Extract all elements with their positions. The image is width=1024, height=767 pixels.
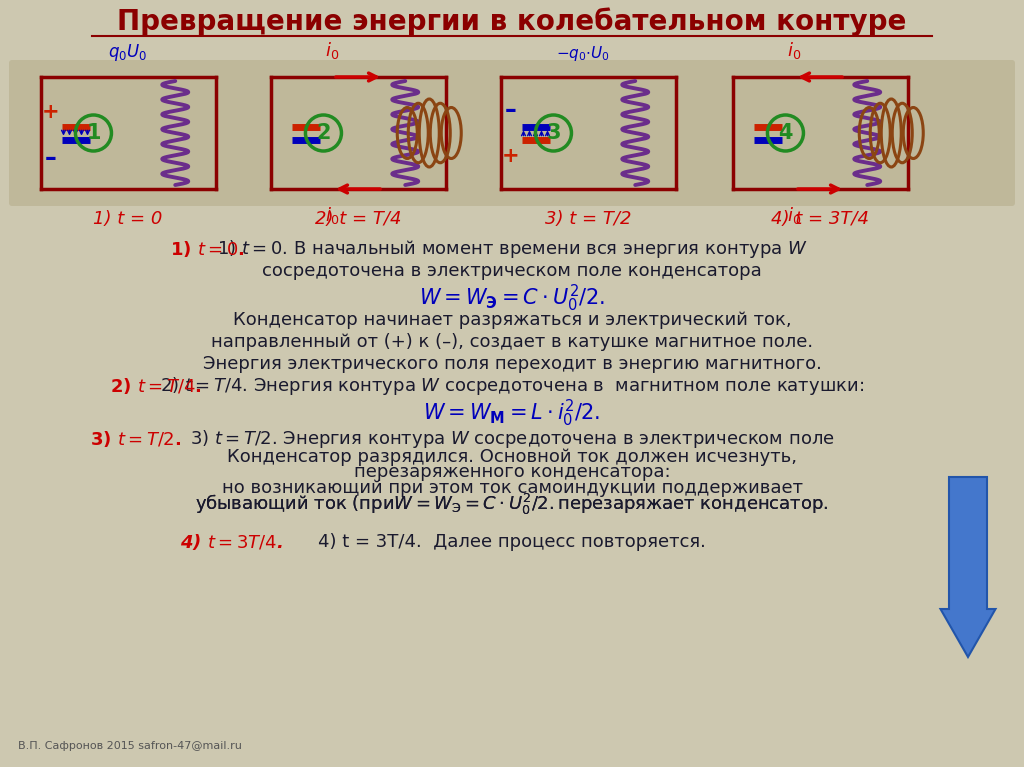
Text: Превращение энергии в колебательном контуре: Превращение энергии в колебательном конт… — [118, 8, 906, 36]
Text: –: – — [45, 146, 56, 170]
Text: Энергия электрического поля переходит в энергию магнитного.: Энергия электрического поля переходит в … — [203, 355, 821, 373]
Text: направленный от (+) к (–), создает в катушке магнитное поле.: направленный от (+) к (–), создает в кат… — [211, 333, 813, 351]
Text: 1: 1 — [86, 123, 100, 143]
Text: перезаряженного конденсатора:: перезаряженного конденсатора: — [353, 463, 671, 481]
Text: убывающий ток (при$W = W_\mathregular{Э} = C \cdot U_0^2 / 2.$перезаряжает конде: убывающий ток (при$W = W_\mathregular{Э}… — [196, 492, 828, 516]
Text: 2) t = T/4: 2) t = T/4 — [314, 210, 401, 228]
Text: $i_0$: $i_0$ — [325, 205, 339, 226]
Text: 1) $t = 0$. В начальный момент времени вся энергия контура $W$: 1) $t = 0$. В начальный момент времени в… — [217, 238, 807, 260]
Text: 2) $t = T/4$.: 2) $t = T/4$. — [110, 376, 202, 396]
Text: 4) $t = 3T/4$.: 4) $t = 3T/4$. — [180, 532, 283, 552]
Text: 3) t = T/2: 3) t = T/2 — [545, 210, 631, 228]
Text: 3: 3 — [546, 123, 561, 143]
Text: но возникающий при этом ток самоиндукции поддерживает: но возникающий при этом ток самоиндукции… — [221, 479, 803, 497]
Text: 4: 4 — [778, 123, 793, 143]
FancyBboxPatch shape — [9, 60, 1015, 206]
Text: $q_0U_0$: $q_0U_0$ — [109, 42, 147, 63]
Text: 1) t = 0: 1) t = 0 — [93, 210, 163, 228]
Text: Конденсатор разрядился. Основной ток должен исчезнуть,: Конденсатор разрядился. Основной ток дол… — [227, 448, 797, 466]
Text: 3) $t = T/2$.: 3) $t = T/2$. — [90, 429, 181, 449]
Text: 4) t = 3T/4.  Далее процесс повторяется.: 4) t = 3T/4. Далее процесс повторяется. — [318, 533, 706, 551]
Text: 2) $t = T/4$. Энергия контура $W$ сосредоточена в  магнитном поле катушки:: 2) $t = T/4$. Энергия контура $W$ сосред… — [160, 375, 864, 397]
Text: Конденсатор начинает разряжаться и электрический ток,: Конденсатор начинает разряжаться и элект… — [232, 311, 792, 329]
Text: +: + — [502, 146, 519, 166]
Text: В.П. Сафронов 2015 safron-47@mail.ru: В.П. Сафронов 2015 safron-47@mail.ru — [18, 741, 242, 751]
Text: 4) t = 3T/4: 4) t = 3T/4 — [771, 210, 869, 228]
Text: 1) $t = 0$.: 1) $t = 0$. — [170, 239, 245, 259]
Text: $i_0$: $i_0$ — [786, 205, 801, 226]
Text: сосредоточена в электрическом поле конденсатора: сосредоточена в электрическом поле конде… — [262, 262, 762, 280]
Text: 3) $t = T/2$. Энергия контура $W$ сосредоточена в электрическом поле: 3) $t = T/2$. Энергия контура $W$ сосред… — [189, 428, 835, 450]
Text: +: + — [42, 101, 59, 121]
FancyArrow shape — [940, 477, 995, 657]
Text: –: – — [505, 97, 516, 121]
Text: 2: 2 — [316, 123, 331, 143]
Text: убывающий ток (при$W = W_\mathregular{Э} = C \cdot U_0^2 / 2.$перезаряжает конде: убывающий ток (при$W = W_\mathregular{Э}… — [196, 492, 828, 516]
Text: $W = W_\mathregular{Э} = C \cdot U_0^2 / 2.$: $W = W_\mathregular{Э} = C \cdot U_0^2 /… — [419, 282, 605, 314]
Text: $i_0$: $i_0$ — [786, 40, 801, 61]
Text: $-q_0{\cdot}U_0$: $-q_0{\cdot}U_0$ — [556, 44, 610, 63]
Text: $W = W_\mathregular{М} = L \cdot i_0^2 / 2.$: $W = W_\mathregular{М} = L \cdot i_0^2 /… — [423, 397, 601, 429]
Text: $i_0$: $i_0$ — [325, 40, 339, 61]
